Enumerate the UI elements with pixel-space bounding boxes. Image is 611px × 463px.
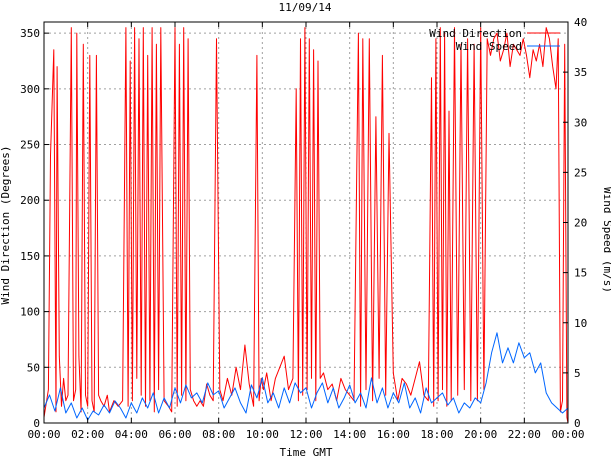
left-y-axis-label: Wind Direction (Degrees) (0, 146, 12, 305)
x-axis-label: Time GMT (280, 446, 333, 459)
right-y-tick-label: 20 (574, 217, 587, 230)
left-y-tick-label: 150 (20, 250, 40, 263)
right-y-tick-label: 0 (574, 417, 581, 430)
left-y-tick-label: 250 (20, 139, 40, 152)
right-y-axis-label: Wind Speed (m/s) (601, 187, 611, 293)
legend-label-wind-direction: Wind Direction (429, 27, 522, 40)
x-tick-label: 00:00 (551, 428, 584, 441)
x-tick-label: 00:00 (27, 428, 60, 441)
x-tick-label: 22:00 (508, 428, 541, 441)
left-y-tick-label: 200 (20, 194, 40, 207)
left-y-tick-label: 300 (20, 83, 40, 96)
right-y-tick-label: 10 (574, 317, 587, 330)
right-y-tick-label: 40 (574, 16, 587, 29)
chart-title: 11/09/14 (279, 1, 332, 14)
left-y-tick-label: 100 (20, 306, 40, 319)
x-tick-label: 06:00 (158, 428, 191, 441)
legend: Wind Direction Wind Speed (429, 27, 560, 53)
x-tick-label: 16:00 (377, 428, 410, 441)
left-y-tick-label: 50 (27, 361, 40, 374)
x-tick-label: 08:00 (202, 428, 235, 441)
x-tick-label: 12:00 (289, 428, 322, 441)
series-line-wind-speed (43, 332, 569, 421)
right-y-tick-label: 5 (574, 367, 581, 380)
x-tick-label: 14:00 (333, 428, 366, 441)
right-y-tick-label: 30 (574, 116, 587, 129)
x-tick-label: 20:00 (464, 428, 497, 441)
left-y-tick-label: 0 (33, 417, 40, 430)
x-tick-label: 02:00 (71, 428, 104, 441)
left-y-tick-label: 350 (20, 27, 40, 40)
x-tick-label: 10:00 (246, 428, 279, 441)
right-y-tick-label: 35 (574, 66, 587, 79)
axis-layer: 00:00 02:00 04:00 06:00 08:00 10:00 12:00 14:00… (20, 16, 587, 441)
series-layer (43, 27, 569, 424)
x-tick-label: 04:00 (115, 428, 148, 441)
legend-label-wind-speed: Wind Speed (456, 40, 522, 53)
right-y-tick-label: 15 (574, 267, 587, 280)
right-y-tick-label: 25 (574, 166, 587, 179)
x-tick-label: 18:00 (420, 428, 453, 441)
